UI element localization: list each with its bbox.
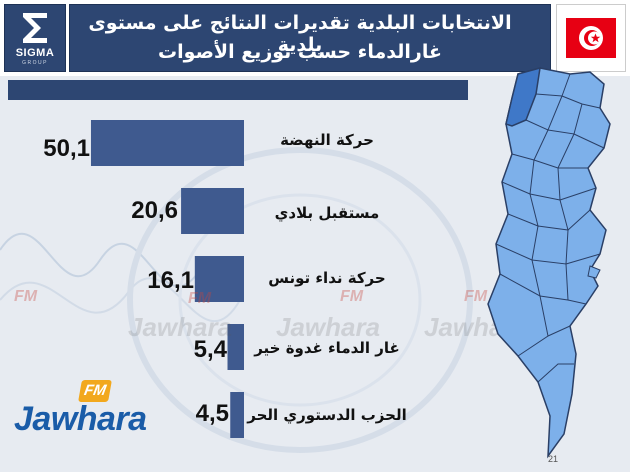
watermark-fm: FM [464, 288, 488, 305]
chart-header-bar [8, 80, 468, 100]
category-label: الحزب الدستوري الحر [247, 406, 407, 424]
djerba-island [587, 265, 601, 279]
tunisia-map [487, 66, 611, 459]
fm-badge: FM [78, 380, 112, 402]
bar [230, 392, 244, 438]
page-number: 21 [548, 454, 559, 464]
page-title-line-2: غارالدماء حسب توزيع الأصوات [158, 41, 442, 63]
data-label: 50,1 [43, 135, 90, 162]
tunisia-flag-icon [566, 18, 616, 58]
category-label: مستقبل بلادي [274, 204, 380, 222]
logo-text: SIGMA [15, 47, 55, 59]
data-label: 20,6 [131, 197, 178, 224]
bar [90, 120, 244, 166]
data-label: 16,1 [147, 267, 194, 294]
watermark-jawhara: Jawhara [276, 312, 381, 342]
watermark-fm: FM [188, 290, 212, 307]
bar [194, 256, 244, 302]
logo-subtext: GROUP [22, 60, 48, 66]
watermark-fm: FM [340, 288, 364, 305]
bar [181, 188, 244, 234]
data-label: 4,5 [195, 400, 229, 427]
sigma-logo: SIGMA GROUP [4, 4, 66, 72]
title-box: الانتخابات البلدية تقديرات النتائج على م… [69, 4, 551, 72]
data-label: 5,4 [193, 336, 227, 363]
bar [227, 324, 244, 370]
category-label: حركة نداء تونس [268, 269, 386, 287]
header-bar: SIGMA GROUP الانتخابات البلدية تقديرات ا… [0, 0, 630, 76]
jawhara-logo-text: Jawhara [14, 400, 147, 438]
category-label: غار الدماء غدوة خير [254, 339, 400, 357]
watermark-fm: FM [14, 288, 38, 305]
category-label: حركة النهضة [280, 131, 374, 149]
watermark-jawhara: Jawhara [128, 312, 233, 342]
ghardimaou-region [505, 66, 541, 127]
flag-box [556, 4, 626, 72]
sigma-icon [23, 13, 47, 43]
page-title-line-1: الانتخابات البلدية تقديرات النتائج على م… [88, 12, 512, 56]
